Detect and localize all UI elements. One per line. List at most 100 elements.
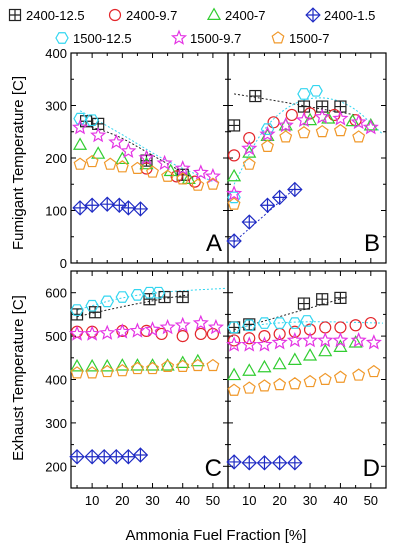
hexagon-marker-icon xyxy=(55,32,69,44)
series-2400-1.5 xyxy=(226,181,303,249)
data-point xyxy=(271,189,288,206)
data-point xyxy=(243,332,256,345)
data-point xyxy=(71,119,89,135)
data-point xyxy=(314,108,331,124)
data-point xyxy=(103,157,117,170)
data-point xyxy=(73,157,87,170)
data-point xyxy=(130,361,144,375)
data-point xyxy=(364,316,377,330)
data-point xyxy=(318,343,333,357)
series-1500-7 xyxy=(73,154,220,191)
series-1500-7 xyxy=(227,364,381,396)
data-point xyxy=(91,146,106,159)
data-point xyxy=(191,358,205,372)
panel-B: B xyxy=(226,52,387,264)
data-point xyxy=(349,319,362,332)
data-point xyxy=(261,139,274,152)
data-point xyxy=(267,116,280,129)
data-point xyxy=(161,169,175,182)
data-point xyxy=(85,114,99,127)
panels: 0 100 200 300 400 A B 200 300 400 500 600 10 20 30 40 50… xyxy=(45,46,387,508)
panel-A: 0 100 200 300 400 A xyxy=(45,46,229,271)
data-point xyxy=(108,133,125,150)
data-point xyxy=(226,336,243,352)
series-1500-7 xyxy=(70,358,220,379)
triangle-marker-icon xyxy=(206,7,222,21)
data-point xyxy=(226,367,242,381)
data-point xyxy=(161,359,175,372)
x-axis-label: Ammonia Fuel Fraction [%] xyxy=(126,527,307,544)
y-axis-label-fumigant: Fumigant Temperature [C] xyxy=(10,76,27,250)
data-point xyxy=(258,330,271,343)
data-point xyxy=(181,171,196,185)
data-point xyxy=(241,455,257,471)
data-point xyxy=(132,447,149,463)
y-axis-label-exhaust: Exhaust Temperature [C] xyxy=(10,295,27,461)
data-point xyxy=(260,123,275,135)
data-point xyxy=(227,197,241,210)
legend-item: 1500-7 xyxy=(271,31,329,46)
data-point xyxy=(120,142,137,159)
legend-item: 1500-12.5 xyxy=(55,31,132,46)
x-tick-label: 40 xyxy=(333,493,347,508)
data-point xyxy=(89,306,102,319)
data-point xyxy=(130,358,145,371)
data-point xyxy=(367,364,381,378)
data-point xyxy=(176,172,190,185)
data-point xyxy=(85,366,99,379)
legend-item: 2400-9.7 xyxy=(108,8,177,23)
data-point xyxy=(242,381,256,394)
data-point xyxy=(174,316,191,333)
data-point xyxy=(303,374,317,388)
series-2400-9.7 xyxy=(227,316,377,347)
series-2400-1.5 xyxy=(226,454,303,471)
star-marker-icon xyxy=(170,29,188,45)
y-tick-label: 500 xyxy=(45,329,67,344)
data-point xyxy=(146,361,159,375)
data-point xyxy=(332,331,349,348)
series-2400-12.5 xyxy=(70,290,189,321)
data-point xyxy=(130,289,145,301)
panel-C: 200 300 400 500 600 10 20 30 40 50 C xyxy=(45,270,229,508)
data-point xyxy=(176,330,189,343)
series-1500-9.7 xyxy=(68,314,224,341)
data-point xyxy=(288,325,301,338)
data-point xyxy=(70,366,84,379)
data-point xyxy=(241,140,258,156)
data-point xyxy=(73,112,87,125)
series-2400-9.7 xyxy=(227,107,362,162)
data-point xyxy=(226,168,242,182)
data-point xyxy=(259,197,276,213)
data-point xyxy=(191,178,205,191)
y-tick-label: 600 xyxy=(45,286,67,301)
legend-label: 2400-9.7 xyxy=(126,8,177,23)
data-point xyxy=(144,321,161,337)
data-point xyxy=(350,113,367,130)
data-point xyxy=(192,164,209,180)
data-point xyxy=(227,383,241,396)
x-tick-label: 50 xyxy=(206,493,220,508)
fit-line xyxy=(234,321,384,328)
data-point xyxy=(115,291,130,303)
data-point xyxy=(278,117,293,131)
panel-letter: B xyxy=(364,230,380,257)
data-point xyxy=(163,163,178,177)
data-point xyxy=(115,151,130,165)
data-point xyxy=(190,353,205,367)
data-point xyxy=(170,170,183,183)
data-point xyxy=(302,348,318,361)
series-1500-12.5 xyxy=(70,286,166,316)
data-point xyxy=(176,290,189,304)
pentagon-marker-icon xyxy=(271,31,285,44)
legend-label: 2400-1.5 xyxy=(324,8,375,23)
data-point xyxy=(72,200,88,216)
data-point xyxy=(249,89,262,103)
data-point xyxy=(226,233,242,249)
data-point xyxy=(90,126,107,143)
data-point xyxy=(287,181,303,198)
data-point xyxy=(227,321,241,334)
data-point xyxy=(120,200,137,216)
data-point xyxy=(204,167,221,184)
data-point xyxy=(348,335,363,348)
